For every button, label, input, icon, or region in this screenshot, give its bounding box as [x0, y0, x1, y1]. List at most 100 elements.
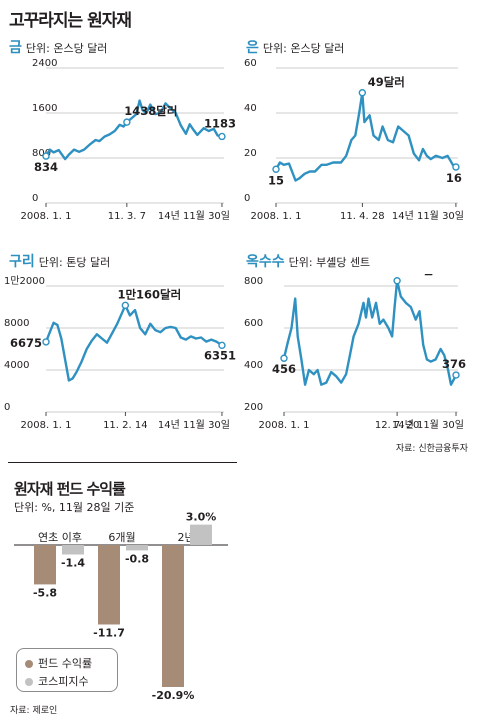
kospi-value-label: -1.4 — [61, 557, 85, 570]
silver-title: 은 — [246, 40, 259, 56]
corn-y-tick-label: 400 — [244, 360, 263, 371]
gold-annotation-label: 1438달러 — [124, 104, 177, 118]
corn-annotation-marker — [393, 277, 401, 285]
gold-annotation-marker — [218, 132, 226, 141]
main-title: 고꾸라지는 원자재 — [9, 11, 132, 31]
copper-annotation-label: 6675 — [10, 336, 42, 350]
corn-title: 옥수수 — [246, 254, 285, 270]
silver-annotation-marker — [358, 89, 367, 97]
fund-chart-title: 원자재 펀드 수익률 — [14, 480, 126, 498]
section-divider — [8, 462, 237, 463]
copper-y-tick-label: 1만2000 — [4, 275, 45, 287]
copper-price-chart: 1만2000 8000 4000 0 2008. 1. 1 11. 2. 14 14년 11… — [4, 275, 236, 431]
legend-item-kospi: 코스피지수 — [25, 673, 89, 689]
gold-price-chart: 2400 1600 800 0 2008. 1. 1 11. 3. 7 14년 11월 30… — [21, 58, 236, 222]
legend-swatch-kospi — [25, 678, 33, 686]
copper-annotation-marker — [42, 338, 50, 346]
gold-unit: 단위: 온스당 달러 — [25, 42, 108, 55]
copper-annotation-marker — [218, 341, 226, 350]
fund-return-bar — [34, 545, 56, 585]
copper-annotation-marker — [121, 301, 130, 310]
silver-panel-title: 은 단위: 온스당 달러 — [246, 37, 344, 57]
legend-item-fund: 펀드 수익률 — [25, 655, 92, 671]
silver-annotation-label: 49달러 — [368, 75, 405, 89]
gold-x-tick-label: 11. 3. 7 — [108, 211, 146, 222]
gold-y-tick-label: 0 — [32, 193, 38, 204]
gold-title: 금 — [9, 40, 22, 56]
kospi-return-bar — [126, 545, 148, 551]
kospi-return-bar — [62, 545, 84, 555]
copper-unit: 단위: 톤당 달러 — [38, 256, 111, 269]
fund-category-label: 연초 이후 — [38, 531, 82, 544]
copper-y-tick-label: 8000 — [4, 318, 29, 329]
silver-y-tick-label: 20 — [244, 148, 257, 159]
gold-panel-title: 금 단위: 온스당 달러 — [9, 37, 107, 57]
corn-x-tick-label: 14년 11월 30일 — [392, 419, 464, 431]
corn-annotation-label: 825센트 — [399, 274, 445, 277]
corn-price-line — [282, 279, 458, 386]
silver-x-tick-label: 2008. 1. 1 — [251, 211, 302, 222]
silver-y-tick-label: 40 — [244, 103, 257, 114]
corn-x-tick-label: 12. 7. 20 — [375, 420, 420, 431]
corn-annotation-label: 376 — [442, 357, 466, 371]
corn-annotation-marker — [280, 354, 288, 362]
corn-annotation-label: 456 — [272, 362, 296, 376]
legend-label-kospi: 코스피지수 — [38, 675, 89, 688]
corn-y-tick-label: 200 — [244, 402, 263, 413]
gold-annotation-label: 1183 — [204, 116, 236, 130]
fund-category-label: 6개월 — [108, 531, 135, 544]
corn-y-tick-label: 600 — [244, 318, 263, 329]
kospi-value-label: -0.8 — [125, 552, 149, 565]
gold-annotation-marker — [42, 152, 50, 160]
silver-annotation-marker — [272, 165, 280, 173]
kospi-value-label: 3.0% — [186, 511, 217, 524]
credit-note: 자료: 제로인 — [10, 706, 58, 716]
copper-price-line — [44, 304, 223, 382]
copper-x-tick-label: 11. 2. 14 — [103, 420, 148, 431]
copper-panel-title: 구리 단위: 톤당 달러 — [9, 251, 110, 271]
fund-value-label: -11.7 — [93, 626, 125, 639]
gold-price-line — [44, 99, 223, 161]
copper-annotation-label: 1만160달러 — [117, 287, 181, 301]
copper-x-tick-label: 14년 11월 30일 — [158, 419, 230, 431]
silver-y-tick-label: 60 — [244, 58, 257, 69]
gold-x-tick-label: 2008. 1. 1 — [21, 211, 72, 222]
copper-title: 구리 — [9, 254, 35, 270]
fund-chart-unit: 단위: %, 11월 28일 기준 — [14, 501, 135, 514]
source-note: 자료: 신한금융투자 — [395, 444, 468, 454]
fund-return-bar — [98, 545, 120, 625]
silver-x-tick-label: 14년 11월 30일 — [392, 210, 464, 222]
fund-return-bar — [162, 545, 184, 687]
gold-y-tick-label: 800 — [32, 148, 51, 159]
fund-value-label: -20.9% — [152, 689, 195, 702]
silver-annotation-label: 16 — [446, 171, 462, 185]
copper-annotation-label: 6351 — [204, 348, 236, 362]
gold-y-tick-label: 1600 — [32, 103, 57, 114]
gold-y-tick-label: 2400 — [32, 58, 57, 69]
copper-y-tick-label: 4000 — [4, 360, 29, 371]
silver-annotation-marker — [452, 163, 460, 171]
silver-unit: 단위: 온스당 달러 — [262, 42, 345, 55]
gold-x-tick-label: 14년 11월 30일 — [158, 210, 230, 222]
silver-annotation-label: 15 — [268, 173, 284, 187]
silver-y-tick-label: 0 — [244, 193, 250, 204]
corn-y-tick-label: 800 — [244, 276, 263, 287]
kospi-return-bar — [190, 524, 212, 545]
corn-panel-title: 옥수수 단위: 부셸당 센트 — [246, 251, 370, 271]
copper-y-tick-label: 0 — [4, 402, 10, 413]
silver-price-line — [274, 91, 457, 182]
legend-swatch-fund — [25, 660, 33, 668]
legend-label-fund: 펀드 수익률 — [38, 657, 93, 670]
copper-x-tick-label: 2008. 1. 1 — [21, 420, 72, 431]
gold-annotation-marker — [123, 118, 131, 126]
silver-x-tick-label: 11. 4. 28 — [340, 211, 385, 222]
fund-legend: 펀드 수익률 코스피지수 — [16, 648, 118, 692]
fund-value-label: -5.8 — [33, 586, 57, 599]
corn-x-tick-label: 2008. 1. 1 — [259, 420, 310, 431]
gold-annotation-label: 834 — [34, 160, 58, 174]
corn-unit: 단위: 부셸당 센트 — [288, 256, 371, 269]
corn-annotation-marker — [452, 371, 460, 379]
